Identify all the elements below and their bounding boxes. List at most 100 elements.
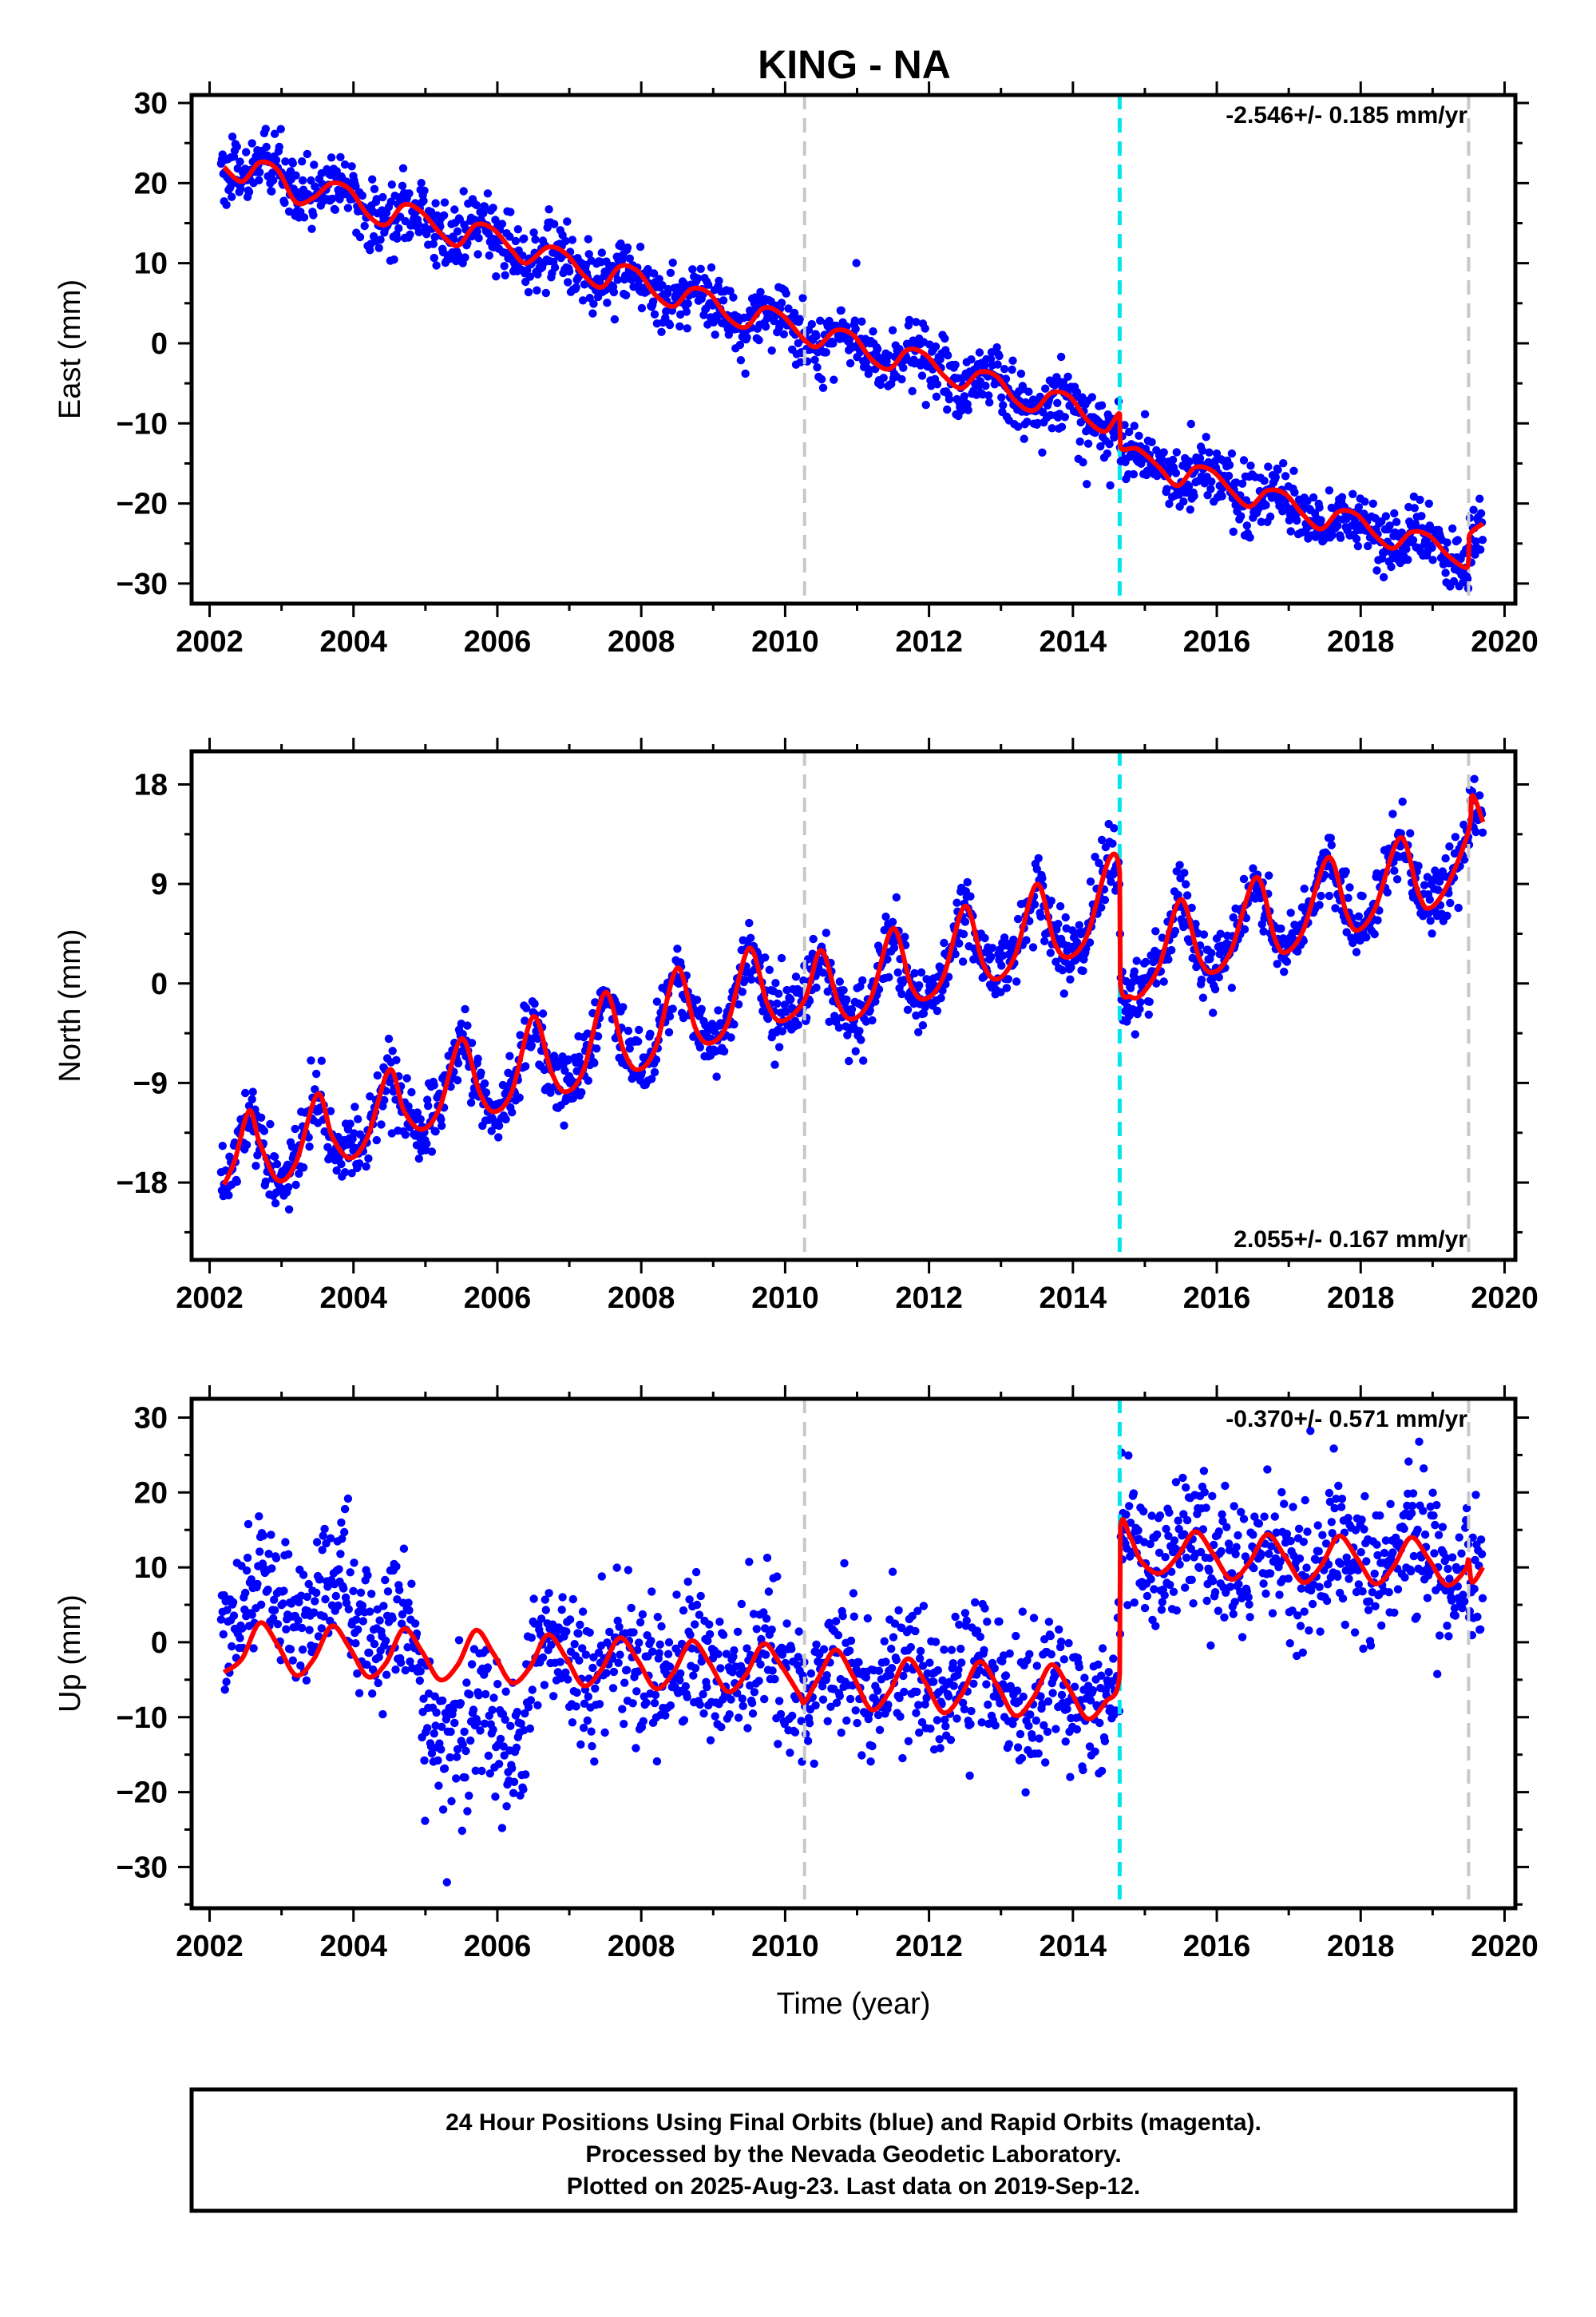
data-point (612, 1563, 621, 1572)
data-point (777, 299, 786, 307)
data-point (1130, 422, 1139, 430)
data-point (291, 1180, 300, 1190)
data-point (897, 374, 906, 384)
data-point (1475, 791, 1484, 800)
data-point (1284, 1574, 1293, 1583)
data-point (1020, 434, 1028, 443)
data-point (317, 1624, 326, 1633)
data-point (1170, 926, 1180, 936)
data-point (264, 1550, 273, 1559)
data-point (1172, 448, 1182, 457)
data-point (888, 1567, 897, 1576)
data-point (916, 1646, 925, 1656)
data-point (714, 1650, 723, 1658)
data-point (1051, 1725, 1060, 1733)
data-point (905, 315, 914, 324)
data-point (295, 1598, 303, 1607)
data-point (1282, 957, 1292, 966)
data-point (647, 1636, 655, 1646)
data-point (1035, 1734, 1044, 1743)
data-point (657, 327, 666, 336)
data-point (940, 938, 948, 948)
data-point (354, 1607, 363, 1617)
data-point (1272, 1528, 1281, 1537)
data-point (1322, 1596, 1332, 1606)
data-point (624, 1026, 633, 1036)
data-point (420, 186, 429, 195)
data-point (1059, 1655, 1069, 1664)
data-point (1237, 512, 1246, 521)
data-point (1309, 493, 1318, 502)
data-point (509, 1777, 519, 1786)
data-point (1368, 499, 1378, 508)
data-point (1013, 1686, 1022, 1695)
data-point (966, 892, 975, 901)
data-point (759, 1608, 768, 1617)
data-point (762, 1553, 772, 1562)
data-point (847, 1004, 857, 1014)
x-tick-label: 2012 (895, 625, 963, 659)
data-point (1032, 865, 1042, 873)
data-point (1206, 1641, 1215, 1650)
data-point (661, 1711, 670, 1720)
data-point (665, 1662, 675, 1671)
data-point (489, 204, 497, 212)
data-point (796, 358, 805, 366)
data-point (1160, 1590, 1169, 1600)
data-point (1080, 1673, 1089, 1682)
data-point (529, 1594, 538, 1603)
data-point (248, 1087, 257, 1096)
data-point (842, 1716, 851, 1725)
data-point (272, 1159, 282, 1169)
data-point (984, 391, 993, 400)
data-point (501, 1687, 510, 1696)
data-point (524, 287, 533, 297)
data-point (1383, 888, 1392, 897)
data-point (1199, 1467, 1209, 1475)
data-point (263, 1585, 272, 1594)
data-point (1325, 486, 1334, 495)
data-point (298, 1645, 307, 1654)
data-point (255, 176, 263, 184)
data-point (500, 262, 509, 271)
data-point (986, 953, 996, 961)
data-point (1097, 1671, 1106, 1680)
data-point (880, 1637, 889, 1646)
data-point (1146, 1539, 1154, 1549)
data-point (236, 157, 244, 166)
data-point (415, 1676, 424, 1685)
data-point (1225, 1546, 1234, 1555)
data-point (541, 1595, 549, 1604)
data-point (1096, 442, 1105, 451)
data-point (216, 1615, 226, 1624)
data-point (773, 999, 782, 1008)
data-point (634, 1037, 643, 1046)
data-point (996, 988, 1005, 996)
data-point (381, 1575, 390, 1585)
data-point (917, 371, 927, 380)
data-point (1028, 943, 1038, 952)
data-point (1218, 492, 1226, 501)
data-point (553, 1668, 563, 1677)
data-point (714, 1006, 723, 1015)
data-point (940, 1646, 948, 1654)
data-point (778, 1027, 787, 1036)
data-point (291, 171, 300, 180)
data-point (1185, 457, 1194, 466)
data-point (705, 1620, 714, 1629)
data-point (1199, 930, 1209, 939)
data-point (404, 1598, 413, 1607)
data-point (1098, 1644, 1107, 1653)
data-point (288, 1656, 297, 1665)
data-point (362, 1162, 370, 1171)
data-point (379, 1602, 388, 1610)
data-point (747, 1698, 757, 1708)
data-point (716, 1664, 725, 1673)
data-point (648, 1587, 656, 1596)
data-point (366, 1634, 375, 1642)
x-tick-label: 2004 (319, 625, 387, 659)
data-point (386, 197, 395, 206)
data-point (958, 957, 968, 966)
data-point (1057, 422, 1067, 431)
data-point (881, 913, 890, 921)
